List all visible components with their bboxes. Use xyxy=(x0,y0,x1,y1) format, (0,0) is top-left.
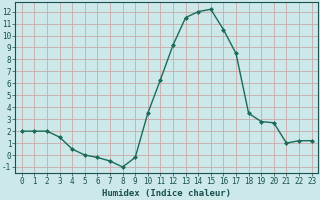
X-axis label: Humidex (Indice chaleur): Humidex (Indice chaleur) xyxy=(102,189,231,198)
